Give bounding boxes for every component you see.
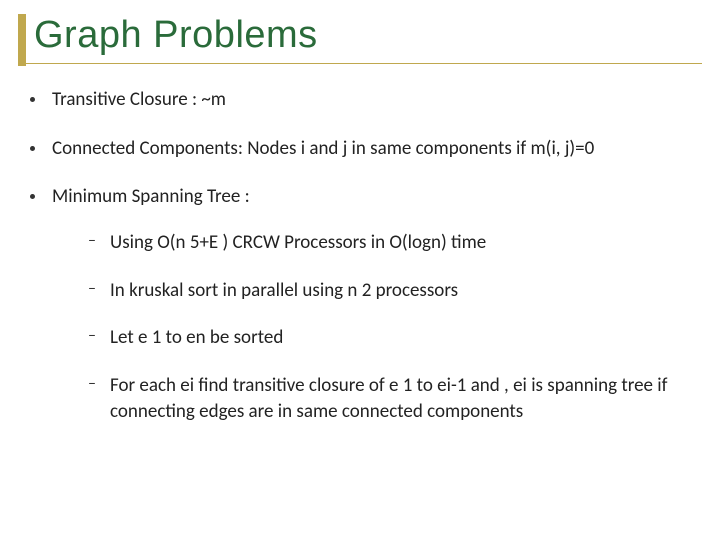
accent-bar: [18, 14, 26, 66]
bullet-item: Transitive Closure : ~m: [24, 88, 692, 113]
sub-bullet-list: Using O(n 5+E ) CRCW Processors in O(log…: [82, 230, 692, 424]
sub-bullet-text: Let e 1 to en be sorted: [110, 326, 283, 349]
sub-bullet-item: For each ei find transitive closure of e…: [82, 373, 692, 424]
sub-bullet-item: Let e 1 to en be sorted: [82, 325, 692, 351]
slide-content: Transitive Closure : ~m Connected Compon…: [18, 88, 702, 424]
sub-bullet-text: In kruskal sort in parallel using n 2 pr…: [110, 279, 458, 302]
sub-bullet-text: For each ei find transitive closure of e…: [110, 374, 667, 423]
sub-bullet-item: Using O(n 5+E ) CRCW Processors in O(log…: [82, 230, 692, 256]
slide: Graph Problems Transitive Closure : ~m C…: [0, 0, 720, 540]
bullet-item: Connected Components: Nodes i and j in s…: [24, 137, 692, 162]
sub-bullet-item: In kruskal sort in parallel using n 2 pr…: [82, 278, 692, 304]
sub-bullet-text: Using O(n 5+E ) CRCW Processors in O(log…: [110, 231, 486, 254]
bullet-item: Minimum Spanning Tree : Using O(n 5+E ) …: [24, 185, 692, 424]
title-rule: [18, 63, 702, 64]
bullet-text: Connected Components: Nodes i and j in s…: [52, 137, 594, 160]
slide-title: Graph Problems: [34, 14, 702, 57]
bullet-list: Transitive Closure : ~m Connected Compon…: [24, 88, 692, 424]
bullet-text: Transitive Closure : ~m: [52, 88, 226, 111]
bullet-text: Minimum Spanning Tree :: [52, 185, 250, 208]
